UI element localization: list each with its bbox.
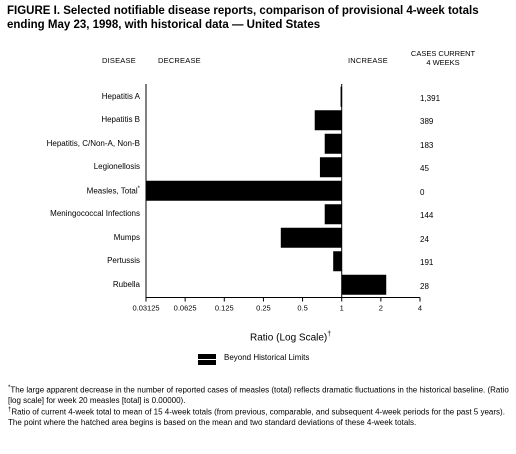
legend-label: Beyond Historical Limits <box>224 353 310 362</box>
bar <box>280 227 342 248</box>
x-tick-label: 0.0625 <box>174 304 197 313</box>
category-label: Rubella <box>0 280 140 289</box>
footnote-2-mark: † <box>8 407 12 413</box>
footnote-1-mark: * <box>8 385 11 391</box>
footnote-1-text: The large apparent decrease in the numbe… <box>8 385 509 405</box>
category-label: Hepatitis A <box>0 92 140 101</box>
header-decrease: DECREASE <box>158 56 201 65</box>
case-count: 24 <box>420 234 429 244</box>
category-label: Mumps <box>0 233 140 242</box>
bar <box>340 86 343 107</box>
category-label: Measles, Total* <box>0 186 140 196</box>
x-axis-label: Ratio (Log Scale)† <box>250 331 331 343</box>
footnote-2: †Ratio of current 4-week total to mean o… <box>8 405 513 428</box>
case-count: 144 <box>420 211 434 221</box>
header-increase: INCREASE <box>348 56 388 65</box>
x-tick-label: 0.5 <box>297 304 307 313</box>
x-axis-label-mark: † <box>327 331 332 338</box>
x-tick-label: 0.125 <box>215 304 234 313</box>
case-count: 45 <box>420 164 429 174</box>
legend-swatch <box>198 354 216 365</box>
category-label-text: Hepatitis, C/Non-A, Non-B <box>46 138 140 148</box>
footnote-2-text: Ratio of current 4-week total to mean of… <box>8 407 505 427</box>
case-count: 0 <box>420 187 425 197</box>
header-cases-line2: 4 WEEKS <box>426 58 460 67</box>
case-count: 1,391 <box>420 93 441 103</box>
category-label-text: Rubella <box>112 279 140 289</box>
x-tick-label: 0.25 <box>256 304 271 313</box>
header-cases-line1: CASES CURRENT <box>410 49 476 58</box>
footnote-1: *The large apparent decrease in the numb… <box>8 383 513 406</box>
category-label-mark: * <box>137 185 140 192</box>
x-tick-label: 4 <box>418 304 422 313</box>
bar <box>319 157 342 178</box>
category-label: Legionellosis <box>0 162 140 171</box>
category-label-text: Legionellosis <box>93 162 140 172</box>
category-label: Hepatitis, C/Non-A, Non-B <box>0 139 140 148</box>
case-count: 191 <box>420 258 434 268</box>
x-tick-label: 1 <box>340 304 344 313</box>
category-label-text: Meningococcal Infections <box>50 209 140 219</box>
bar-chart: 0.03125 0.0625 0.125 0.25 0.5 1 2 4 <box>132 84 422 313</box>
header-cases: CASES CURRENT 4 WEEKS <box>398 49 488 67</box>
category-label-text: Pertussis <box>107 256 140 266</box>
bar <box>333 251 342 272</box>
bar <box>146 180 342 201</box>
x-axis-label-text: Ratio (Log Scale) <box>250 332 328 344</box>
category-label-text: Mumps <box>113 232 140 242</box>
category-label: Hepatitis B <box>0 115 140 124</box>
case-count: 389 <box>420 117 434 127</box>
x-tick-label: 0.03125 <box>132 304 159 313</box>
case-count: 28 <box>420 281 429 291</box>
bar <box>324 133 342 154</box>
bar <box>341 274 387 295</box>
case-count: 183 <box>420 140 434 150</box>
category-label: Meningococcal Infections <box>0 209 140 218</box>
category-label-text: Measles, Total <box>86 186 138 196</box>
x-tick-label: 2 <box>379 304 383 313</box>
header-disease: DISEASE <box>102 56 136 65</box>
category-label: Pertussis <box>0 256 140 265</box>
bar <box>324 204 342 225</box>
category-label-text: Hepatitis B <box>101 115 140 125</box>
figure-title: FIGURE I. Selected notifiable disease re… <box>7 5 479 31</box>
bar <box>314 110 342 131</box>
category-label-text: Hepatitis A <box>101 91 140 101</box>
